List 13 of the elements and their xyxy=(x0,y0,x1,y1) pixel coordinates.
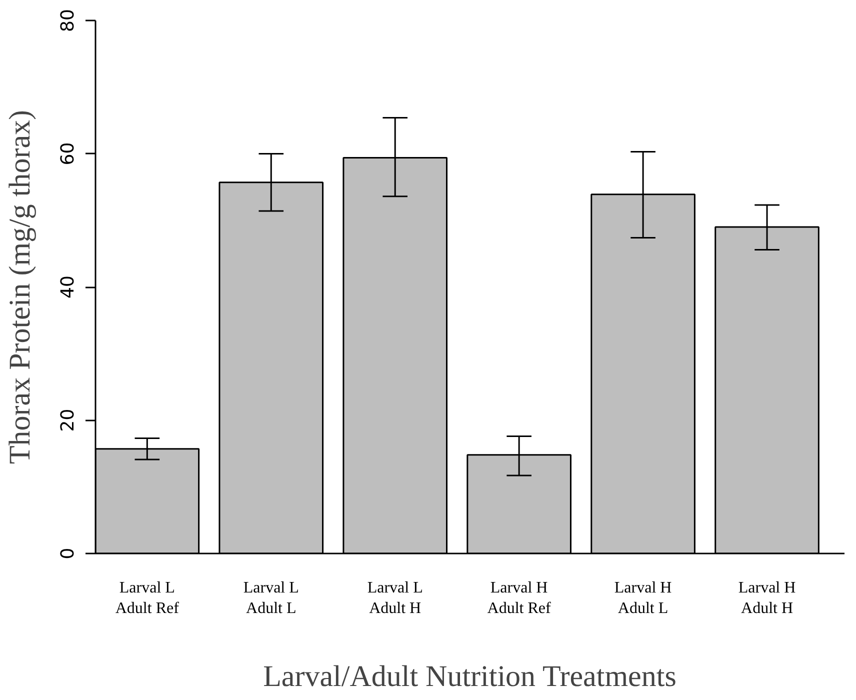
x-tick-label: Larval L Adult L xyxy=(243,580,299,617)
y-tick-label: 80 xyxy=(58,9,78,32)
y-tick-label: 40 xyxy=(58,276,78,298)
y-tick-label: 20 xyxy=(58,408,78,432)
x-tick-label: Larval L Adult Ref xyxy=(115,580,180,617)
x-tick-label: Larval L Adult H xyxy=(367,580,423,617)
y-tick-label: 60 xyxy=(58,142,78,166)
x-axis-title: Larval/Adult Nutrition Treatments xyxy=(263,660,676,693)
y-axis-title: Thorax Protein (mg/g thorax) xyxy=(4,110,36,464)
x-tick-label: Larval H Adult Ref xyxy=(487,580,552,617)
x-tick-label: Larval H Adult H xyxy=(738,580,796,617)
y-tick-label: 0 xyxy=(58,548,78,560)
x-tick-label: Larval H Adult L xyxy=(614,580,672,617)
